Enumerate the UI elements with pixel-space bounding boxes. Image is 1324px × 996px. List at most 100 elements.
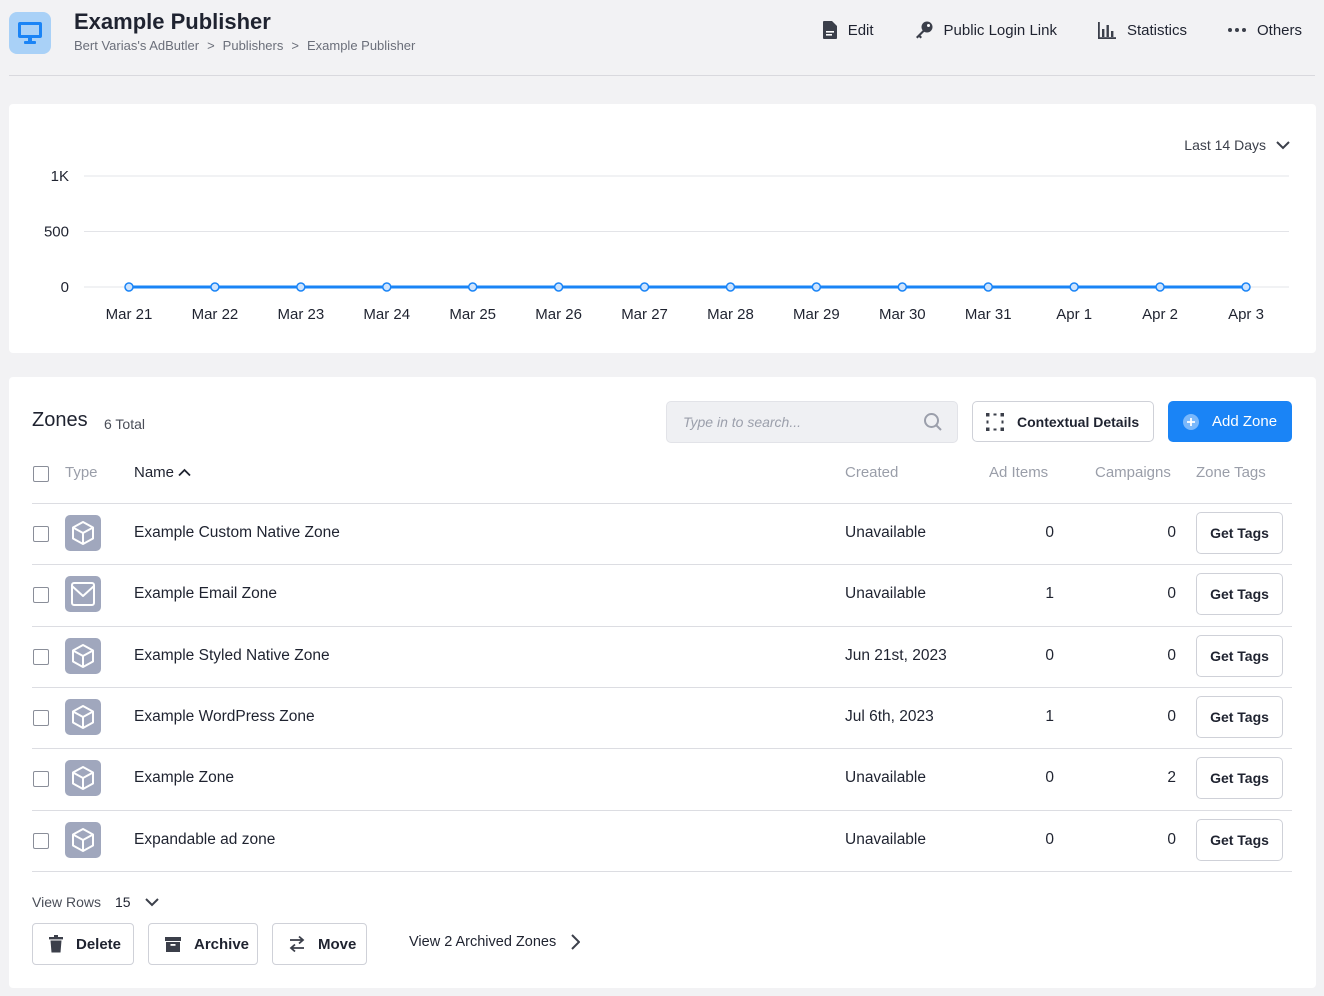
breadcrumb-separator: >: [207, 38, 215, 53]
date-range-label: Last 14 Days: [1184, 137, 1266, 153]
zone-name[interactable]: Example WordPress Zone: [134, 708, 315, 725]
data-point: [210, 282, 220, 292]
zones-title: Zones: [32, 409, 88, 431]
cube-icon: [72, 828, 94, 852]
chevron-right-icon: [571, 934, 581, 950]
row-divider: [32, 626, 1292, 627]
data-point: [296, 282, 306, 292]
zone-type-badge: [65, 515, 101, 551]
public-login-link-button[interactable]: Public Login Link: [914, 20, 1057, 40]
zone-type-badge: [65, 638, 101, 674]
view-rows-control: View Rows 15: [32, 894, 159, 910]
zone-ad-items: 1: [1045, 585, 1054, 602]
plus-circle-icon: [1183, 413, 1199, 430]
move-button[interactable]: Move: [272, 923, 367, 965]
cube-icon: [72, 766, 94, 790]
search-icon[interactable]: [923, 412, 943, 432]
view-rows-label: View Rows: [32, 894, 101, 910]
x-tick-label: Mar 29: [793, 306, 840, 323]
row-checkbox[interactable]: [33, 710, 49, 726]
zone-ad-items: 0: [1045, 769, 1054, 786]
zone-type-badge: [65, 699, 101, 735]
view-rows-dropdown[interactable]: 15: [115, 894, 159, 910]
row-divider: [32, 810, 1292, 811]
zone-campaigns: 0: [1167, 708, 1176, 725]
zone-campaigns: 0: [1167, 524, 1176, 541]
zone-created: Unavailable: [845, 524, 926, 541]
archive-button[interactable]: Archive: [148, 923, 258, 965]
select-all-checkbox[interactable]: [33, 466, 49, 482]
y-tick-label: 1K: [51, 168, 69, 185]
row-checkbox[interactable]: [33, 587, 49, 603]
row-checkbox[interactable]: [33, 833, 49, 849]
column-header-name[interactable]: Name: [134, 464, 191, 481]
zone-created: Jul 6th, 2023: [845, 708, 934, 725]
zone-ad-items: 1: [1045, 708, 1054, 725]
add-zone-button[interactable]: Add Zone: [1168, 401, 1292, 442]
row-divider: [32, 871, 1292, 872]
cube-icon: [72, 521, 94, 545]
x-tick-label: Apr 3: [1228, 306, 1264, 323]
date-range-dropdown[interactable]: Last 14 Days: [1184, 137, 1290, 153]
data-point: [382, 282, 392, 292]
zone-name[interactable]: Expandable ad zone: [134, 831, 276, 848]
column-header-created[interactable]: Created: [845, 464, 899, 481]
add-zone-label: Add Zone: [1212, 413, 1278, 430]
others-menu-button[interactable]: Others: [1227, 22, 1302, 39]
get-tags-button[interactable]: Get Tags: [1196, 819, 1283, 861]
delete-button[interactable]: Delete: [32, 923, 134, 965]
move-label: Move: [318, 935, 357, 953]
x-tick-label: Mar 25: [449, 306, 496, 323]
breadcrumb-item-current: Example Publisher: [306, 38, 416, 53]
get-tags-button[interactable]: Get Tags: [1196, 635, 1283, 677]
statistics-button[interactable]: Statistics: [1097, 20, 1187, 40]
edit-label: Edit: [847, 21, 874, 39]
zone-type-badge: [65, 576, 101, 612]
x-tick-label: Mar 27: [621, 306, 668, 323]
row-checkbox[interactable]: [33, 771, 49, 787]
zone-type-badge: [65, 822, 101, 858]
zone-name[interactable]: Example Styled Native Zone: [134, 647, 330, 664]
y-tick-label: 0: [61, 279, 69, 296]
zone-campaigns: 0: [1167, 831, 1176, 848]
archive-box-icon: [165, 936, 181, 952]
view-archived-zones-link[interactable]: View 2 Archived Zones: [409, 934, 581, 950]
cube-icon: [72, 644, 94, 668]
row-checkbox[interactable]: [33, 526, 49, 542]
zone-search-input[interactable]: [667, 402, 907, 442]
row-divider: [32, 687, 1292, 688]
zones-card: Zones 6 Total Contextual Details Add Zon…: [9, 377, 1316, 988]
breadcrumb-item-account[interactable]: Bert Varias's AdButler: [74, 38, 200, 53]
breadcrumb-item-publishers[interactable]: Publishers: [222, 38, 284, 53]
data-point: [467, 282, 478, 292]
x-tick-label: Mar 30: [879, 306, 926, 323]
line-chart: 0 500 1K Mar 21 Mar 22 Mar 23 Mar 24 Mar 25 Mar …: [44, 168, 1289, 323]
data-point: [639, 282, 650, 292]
zone-created: Jun 21st, 2023: [845, 647, 947, 664]
get-tags-button[interactable]: Get Tags: [1196, 512, 1283, 554]
column-header-campaigns[interactable]: Campaigns: [1095, 464, 1171, 481]
get-tags-button[interactable]: Get Tags: [1196, 696, 1283, 738]
zone-search-box: [666, 401, 958, 443]
table-row: Example Zone Unavailable 0 2 Get Tags: [9, 748, 1316, 809]
contextual-details-button[interactable]: Contextual Details: [972, 401, 1154, 442]
dotted-frame-icon: [986, 412, 1004, 431]
edit-button[interactable]: Edit: [822, 20, 874, 40]
zone-name[interactable]: Example Zone: [134, 769, 234, 786]
zone-created: Unavailable: [845, 769, 926, 786]
get-tags-button[interactable]: Get Tags: [1196, 757, 1283, 799]
statistics-label: Statistics: [1126, 21, 1187, 39]
row-checkbox[interactable]: [33, 649, 49, 665]
zone-ad-items: 0: [1045, 524, 1054, 541]
column-header-ad-items[interactable]: Ad Items: [989, 464, 1049, 481]
get-tags-button[interactable]: Get Tags: [1196, 573, 1283, 615]
zone-campaigns: 0: [1167, 585, 1176, 602]
archive-label: Archive: [194, 935, 250, 953]
x-tick-label: Apr 1: [1056, 306, 1092, 323]
zone-name[interactable]: Example Email Zone: [134, 585, 278, 602]
view-rows-value: 15: [115, 894, 131, 910]
zone-name[interactable]: Example Custom Native Zone: [134, 524, 340, 541]
x-tick-label: Mar 21: [106, 306, 153, 323]
column-header-name-label: Name: [134, 464, 175, 481]
zone-campaigns: 0: [1167, 647, 1176, 664]
